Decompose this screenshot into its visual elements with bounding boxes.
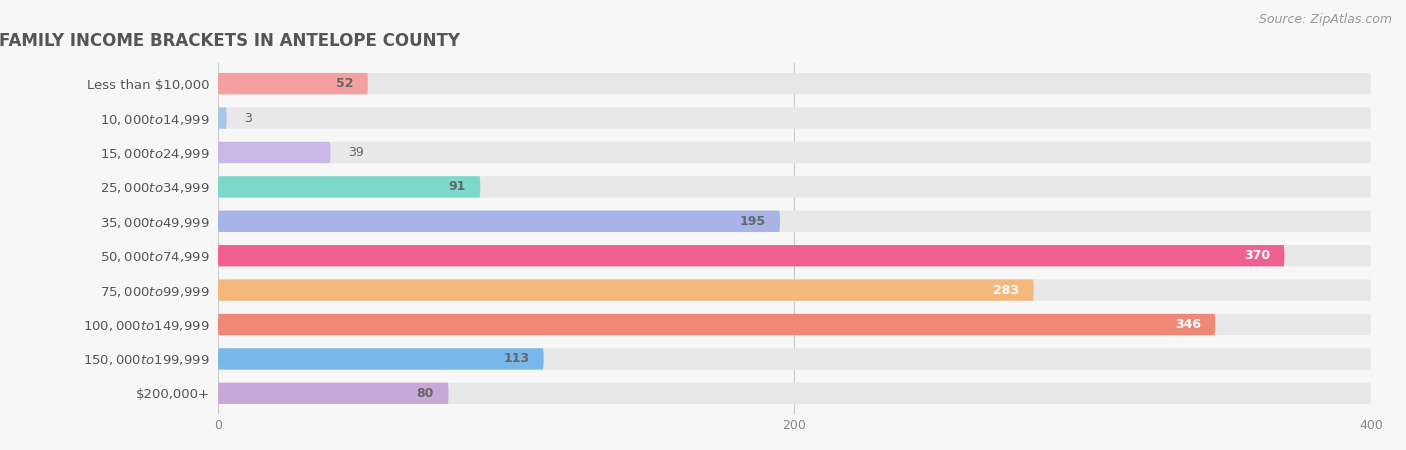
FancyBboxPatch shape [218,382,1371,404]
Text: Source: ZipAtlas.com: Source: ZipAtlas.com [1258,14,1392,27]
FancyBboxPatch shape [218,108,226,129]
FancyBboxPatch shape [218,176,1371,198]
Text: 91: 91 [449,180,465,194]
Text: 113: 113 [503,352,529,365]
Text: FAMILY INCOME BRACKETS IN ANTELOPE COUNTY: FAMILY INCOME BRACKETS IN ANTELOPE COUNT… [0,32,460,50]
Text: 39: 39 [347,146,363,159]
FancyBboxPatch shape [218,348,544,369]
FancyBboxPatch shape [218,314,1371,335]
FancyBboxPatch shape [218,348,1371,369]
FancyBboxPatch shape [218,245,1285,266]
FancyBboxPatch shape [218,382,449,404]
Text: 195: 195 [740,215,765,228]
FancyBboxPatch shape [218,279,1033,301]
FancyBboxPatch shape [218,142,330,163]
FancyBboxPatch shape [218,245,1371,266]
Text: 52: 52 [336,77,353,90]
Text: 370: 370 [1244,249,1270,262]
FancyBboxPatch shape [218,108,1371,129]
FancyBboxPatch shape [218,279,1371,301]
FancyBboxPatch shape [218,176,481,198]
Text: 80: 80 [416,387,434,400]
Text: 3: 3 [243,112,252,125]
FancyBboxPatch shape [218,73,1371,94]
Text: 283: 283 [993,284,1019,297]
FancyBboxPatch shape [218,142,1371,163]
FancyBboxPatch shape [218,211,780,232]
FancyBboxPatch shape [218,211,1371,232]
FancyBboxPatch shape [218,314,1215,335]
FancyBboxPatch shape [218,73,368,94]
Text: 346: 346 [1175,318,1201,331]
